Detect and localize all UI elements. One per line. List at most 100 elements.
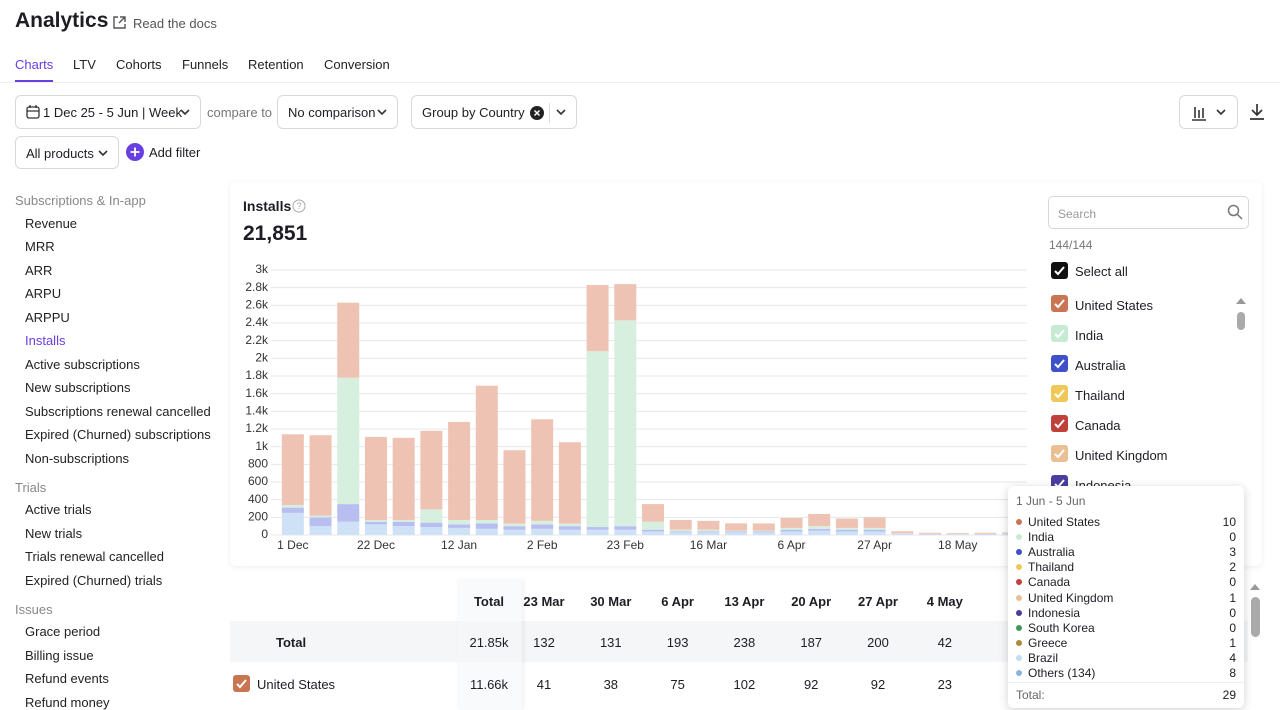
bar-segment [670, 531, 692, 532]
legend-label[interactable]: Thailand [1075, 388, 1125, 403]
tooltip-dot [1016, 655, 1022, 661]
bar-segment [781, 530, 803, 532]
bar-segment [614, 320, 636, 526]
bar-segment [864, 531, 886, 535]
legend-checkbox[interactable] [1051, 385, 1068, 402]
check-mark [1055, 360, 1064, 367]
docs-link[interactable]: Read the docs [133, 16, 217, 31]
divider [1008, 682, 1244, 683]
sidebar-item[interactable]: ARR [25, 263, 52, 278]
column-header: 30 Mar [590, 594, 631, 609]
legend-label[interactable]: United Kingdom [1075, 448, 1168, 463]
sidebar-item[interactable]: Refund money [25, 695, 110, 710]
y-tick-label: 2.6k [245, 298, 269, 312]
date-range-button[interactable]: 1 Dec 25 - 5 Jun | Week [15, 95, 201, 129]
tab[interactable]: Charts [15, 57, 53, 72]
check-mark [1055, 300, 1064, 307]
tooltip-label: Canada [1028, 575, 1070, 589]
legend-checkbox[interactable] [1051, 355, 1068, 372]
x-tick-label: 1 Dec [277, 538, 308, 552]
chevron [180, 109, 190, 116]
select-all[interactable]: Select all [1075, 264, 1128, 279]
tab[interactable]: Funnels [182, 57, 228, 72]
check-mark [1055, 330, 1064, 337]
sidebar-item[interactable]: Expired (Churned) trials [25, 573, 162, 588]
bar-segment [974, 533, 996, 534]
legend-checkbox[interactable] [1051, 325, 1068, 342]
clear-icon[interactable] [529, 105, 545, 121]
sidebar-item[interactable]: ARPU [25, 286, 61, 301]
tab[interactable]: LTV [73, 57, 96, 72]
sidebar-item[interactable]: Grace period [25, 624, 100, 639]
tooltip-label: Thailand [1028, 560, 1074, 574]
chart-type-button[interactable] [1179, 95, 1238, 129]
sidebar-item[interactable]: New trials [25, 526, 82, 541]
bar-segment [836, 518, 858, 527]
scrollbar[interactable] [1235, 296, 1247, 332]
legend-label[interactable]: United States [1075, 298, 1153, 313]
row-checkbox[interactable] [233, 675, 250, 692]
check-icon [1051, 445, 1068, 462]
search-icon [1227, 204, 1243, 220]
legend-checkbox[interactable] [1051, 415, 1068, 432]
tooltip-value: 1 [1229, 636, 1236, 650]
sidebar-item[interactable]: ARPPU [25, 310, 70, 325]
add-filter[interactable]: Add filter [149, 145, 200, 160]
sidebar-item[interactable]: MRR [25, 239, 55, 254]
bar-segment [503, 524, 525, 527]
group-by-button[interactable]: Group by Country [411, 95, 577, 129]
calendar-icon [26, 105, 40, 119]
bar-segment [670, 530, 692, 532]
bar-segment [808, 526, 830, 529]
sidebar-group-title: Trials [15, 480, 46, 495]
sidebar-item[interactable]: Installs [25, 333, 65, 348]
products-button[interactable]: All products [15, 136, 119, 169]
tooltip-label: Others (134) [1028, 666, 1095, 680]
sidebar-item[interactable]: Active subscriptions [25, 357, 140, 372]
sidebar-item[interactable]: Trials renewal cancelled [25, 549, 164, 564]
sidebar-item[interactable]: Active trials [25, 502, 91, 517]
sidebar-item[interactable]: Revenue [25, 216, 77, 231]
bar-segment [725, 532, 747, 535]
bar-segment [642, 531, 664, 535]
chevron [377, 109, 387, 116]
legend-label[interactable]: Australia [1075, 358, 1126, 373]
sidebar-item[interactable]: Billing issue [25, 648, 94, 663]
search-box[interactable]: Search [1048, 196, 1249, 229]
bar-segment [448, 528, 470, 535]
y-tick-label: 800 [248, 457, 268, 471]
bar-segment [337, 303, 359, 378]
bar-segment [282, 434, 304, 505]
select-all-checkbox[interactable] [1051, 262, 1068, 279]
bar-segment [753, 523, 775, 530]
sidebar-item[interactable]: Expired (Churned) subscriptions [25, 427, 211, 442]
y-tick-label: 1.2k [245, 421, 269, 435]
table-cell: 75 [670, 677, 684, 692]
tab[interactable]: Conversion [324, 57, 390, 72]
comparison-button[interactable]: No comparison [277, 95, 398, 129]
sidebar-item[interactable]: Non-subscriptions [25, 451, 129, 466]
x-tick-label: 16 Mar [690, 538, 727, 552]
bar-segment [614, 526, 636, 530]
sidebar-item[interactable]: Subscriptions renewal cancelled [25, 404, 211, 419]
table-scrollbar[interactable] [1248, 580, 1262, 640]
bar-segment [808, 531, 830, 535]
legend-label[interactable]: Canada [1075, 418, 1121, 433]
tooltip-value: 8 [1229, 666, 1236, 680]
sidebar-item[interactable]: New subscriptions [25, 380, 131, 395]
legend-checkbox[interactable] [1051, 445, 1068, 462]
chevron [1216, 109, 1226, 116]
add-icon[interactable] [126, 143, 144, 161]
legend-label[interactable]: India [1075, 328, 1103, 343]
legend-count: 144/144 [1049, 238, 1092, 252]
tab[interactable]: Cohorts [116, 57, 162, 72]
bar-segment [559, 526, 581, 530]
sidebar-item[interactable]: Refund events [25, 671, 109, 686]
bar-segment [919, 533, 941, 534]
bar-segment [697, 532, 719, 535]
bar-segment [337, 504, 359, 522]
legend-checkbox[interactable] [1051, 295, 1068, 312]
tab[interactable]: Retention [248, 57, 304, 72]
download-icon[interactable] [1249, 103, 1265, 121]
